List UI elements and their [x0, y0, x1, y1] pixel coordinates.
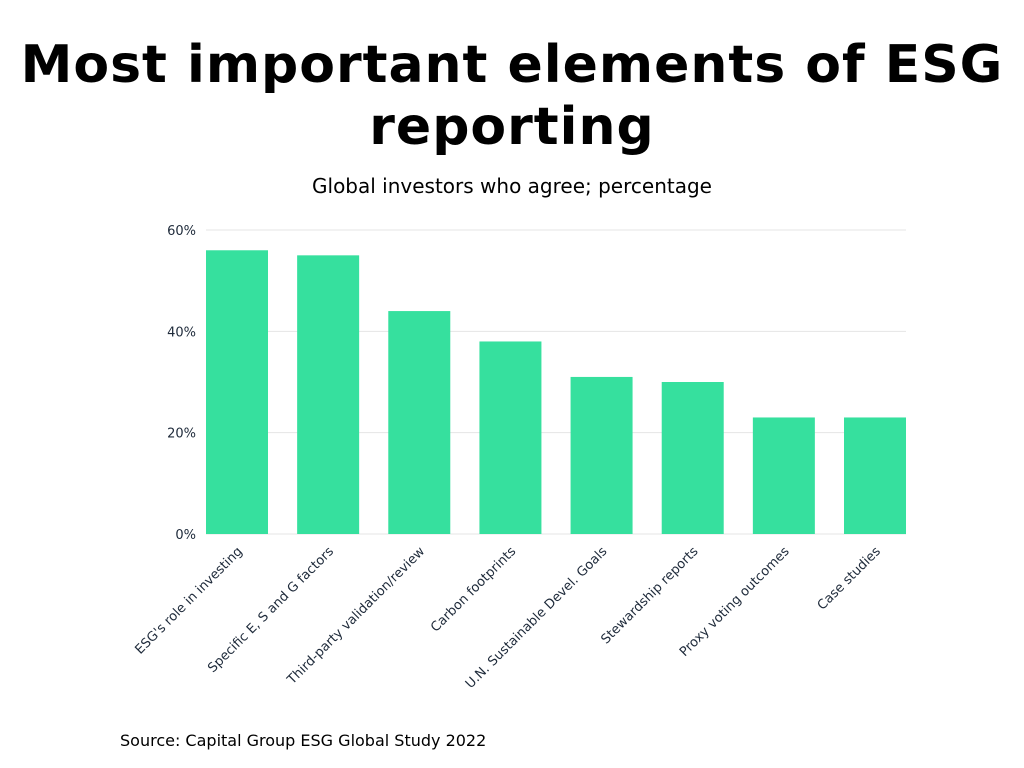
- y-axis-ticks: 0% 20% 40% 60%: [167, 224, 196, 543]
- y-tick-label: 20%: [167, 427, 196, 442]
- x-tick-label: Stewardship reports: [598, 544, 701, 647]
- chart-subtitle: Global investors who agree; percentage: [312, 174, 712, 198]
- x-tick-label: Case studies: [815, 544, 884, 613]
- bar: [844, 417, 906, 534]
- bar: [479, 341, 542, 534]
- bar: [661, 382, 724, 534]
- bar: [570, 376, 633, 534]
- bars: [206, 250, 906, 535]
- bar: [388, 311, 451, 534]
- y-tick-label: 40%: [167, 325, 196, 340]
- source-note: Source: Capital Group ESG Global Study 2…: [120, 731, 487, 750]
- y-tick-label: 0%: [175, 528, 196, 543]
- x-tick-label: Carbon footprints: [428, 544, 519, 635]
- bar: [206, 250, 268, 534]
- x-tick-label: U.N. Sustainable Devel. Goals: [463, 544, 611, 692]
- y-tick-label: 60%: [167, 224, 196, 239]
- bar: [297, 255, 360, 535]
- chart-title: Most important elements of ESG reporting: [20, 35, 1004, 157]
- bar: [752, 417, 815, 534]
